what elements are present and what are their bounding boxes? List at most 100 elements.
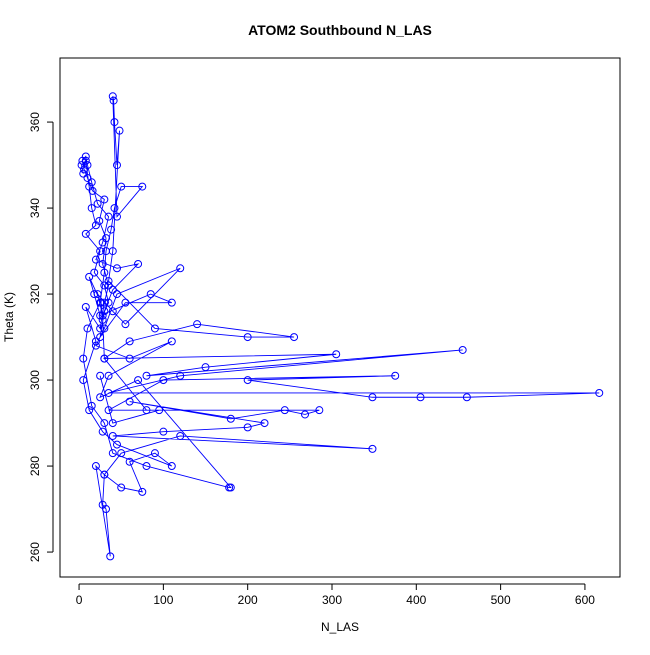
point: [167, 298, 176, 307]
point: [93, 199, 102, 208]
point: [83, 161, 92, 170]
point: [91, 337, 100, 346]
point: [301, 410, 310, 419]
point: [98, 500, 107, 509]
point: [79, 169, 88, 178]
point: [93, 290, 102, 299]
point: [91, 255, 100, 264]
x-tick-label: 500: [491, 593, 511, 607]
x-tick-label: 600: [575, 593, 595, 607]
point: [85, 406, 94, 415]
point: [243, 333, 252, 342]
point: [100, 470, 109, 479]
y-tick-label: 260: [28, 542, 42, 562]
point: [225, 483, 234, 492]
point: [146, 290, 155, 299]
point: [391, 371, 400, 380]
point: [100, 195, 109, 204]
point: [87, 401, 96, 410]
x-tick-label: 100: [153, 593, 173, 607]
point: [125, 354, 134, 363]
point: [462, 393, 471, 402]
point: [115, 126, 124, 135]
point: [104, 277, 113, 286]
point: [243, 423, 252, 432]
point: [315, 406, 324, 415]
point: [150, 449, 159, 458]
point: [100, 281, 109, 290]
point: [134, 376, 143, 385]
point: [96, 298, 105, 307]
point: [332, 350, 341, 359]
point: [108, 92, 117, 101]
point: [176, 431, 185, 440]
point: [368, 444, 377, 453]
point: [155, 406, 164, 415]
point: [117, 483, 126, 492]
point: [104, 388, 113, 397]
point: [112, 264, 121, 273]
point: [134, 259, 143, 268]
point: [100, 324, 109, 333]
point: [176, 371, 185, 380]
point: [108, 431, 117, 440]
point: [87, 178, 96, 187]
chart-title: ATOM2 Southbound N_LAS: [248, 22, 432, 38]
y-tick-label: 340: [28, 198, 42, 218]
point: [98, 259, 107, 268]
x-tick-label: 300: [322, 593, 342, 607]
point: [108, 307, 117, 316]
point: [108, 449, 117, 458]
point: [96, 311, 105, 320]
point: [159, 427, 168, 436]
x-axis-label: N_LAS: [321, 620, 359, 634]
point: [125, 337, 134, 346]
point: [81, 152, 90, 161]
y-tick-label: 280: [28, 456, 42, 476]
point: [121, 320, 130, 329]
plot-box: [59, 57, 621, 578]
point: [91, 462, 100, 471]
point: [416, 393, 425, 402]
point: [104, 281, 113, 290]
point: [193, 320, 202, 329]
point: [176, 264, 185, 273]
point: [117, 449, 126, 458]
point: [81, 229, 90, 238]
point: [96, 371, 105, 380]
point: [121, 298, 130, 307]
point: [150, 324, 159, 333]
point: [458, 345, 467, 354]
point: [201, 363, 210, 372]
point: [96, 393, 105, 402]
point: [106, 552, 115, 561]
point: [100, 419, 109, 428]
point: [88, 186, 97, 195]
point: [104, 406, 113, 415]
point: [81, 156, 90, 165]
point: [96, 324, 105, 333]
point: [167, 337, 176, 346]
point: [368, 393, 377, 402]
point: [112, 440, 121, 449]
point: [95, 216, 104, 225]
point: [83, 324, 92, 333]
point: [90, 290, 99, 299]
point: [108, 285, 117, 294]
point: [91, 341, 100, 350]
point: [112, 212, 121, 221]
point: [96, 247, 105, 256]
x-tick-label: 200: [238, 593, 258, 607]
point: [79, 354, 88, 363]
y-axis-label: Theta (K): [2, 292, 16, 342]
point: [104, 298, 113, 307]
x-tick-label: 0: [76, 593, 83, 607]
x-tick-label: 400: [406, 593, 426, 607]
point: [280, 406, 289, 415]
point: [142, 371, 151, 380]
point: [243, 376, 252, 385]
point: [159, 376, 168, 385]
point: [110, 118, 119, 127]
point: [87, 204, 96, 213]
